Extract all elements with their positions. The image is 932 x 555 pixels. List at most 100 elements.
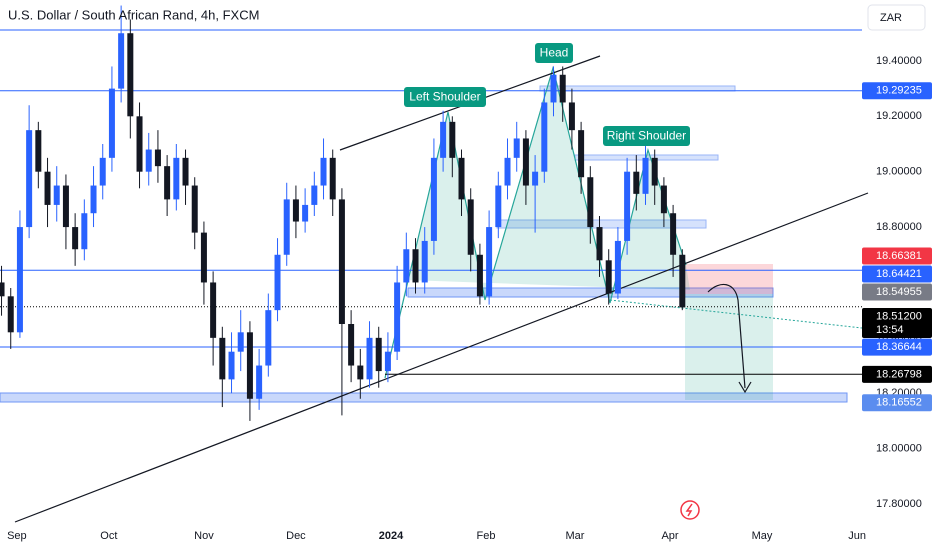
candle-body [329,157,336,200]
candle-body [375,337,382,372]
zone [0,392,848,403]
x-tick-label: Mar [565,530,584,542]
price-tag [862,283,932,301]
candle-body [237,332,244,352]
x-tick-label: Jun [848,530,866,542]
label-box [603,126,690,146]
y-tick-label: 19.40000 [876,55,922,67]
currency: ZAR [880,12,902,24]
candle-body [210,282,217,338]
annotation: Head [540,46,569,60]
candle-body [486,227,493,297]
candle-body [596,227,603,261]
price-tags: 19.29235 18.66381 18.64421 18.54955 18.51200… [862,82,932,412]
candle-body [81,213,88,250]
candle-body [173,157,180,200]
candle-body [338,199,345,324]
candle-body [72,227,79,250]
y-tick-label: 19.20000 [876,110,922,122]
annotations: Left Shoulder Head Right Shoulder [404,43,752,394]
candle-body [550,74,557,103]
candle-body [522,138,529,186]
y-tick-label: 19.00000 [876,166,922,178]
candle-body [274,254,281,311]
price-tag-label: 18.26798 [876,368,922,380]
candle-body [578,130,585,178]
price-tag [862,338,932,356]
projection-arrow [707,283,746,389]
price-tag-label: 18.64421 [876,268,922,280]
candle-body [108,88,115,158]
y-tick-label: 18.00000 [876,443,922,455]
candle-body [624,171,631,241]
candle-body [651,157,658,186]
countdown: 13:54 [876,324,904,336]
x-tick-label: Dec [286,530,306,542]
candle-body [394,282,401,352]
candle-body [348,324,355,366]
x-tick-label: Apr [661,530,678,542]
label-box [535,43,573,63]
logo [680,500,700,520]
candle-body [256,365,263,399]
candle-body [200,232,207,283]
candle-body [532,171,539,186]
candle-body [99,157,106,186]
candle-body [495,185,502,228]
price-tag-label: 18.54955 [876,286,922,298]
candle-body [449,121,456,158]
candle-body [90,185,97,214]
candle-body [145,149,152,172]
candle-body [660,185,667,214]
candle-body [302,204,309,222]
price-tag [862,82,932,100]
candle-body [504,157,511,186]
price-tag-label: 18.36644 [876,341,922,353]
annotation: Left Shoulder [409,90,480,104]
pattern-line [384,65,687,379]
zone [407,287,774,298]
price-tag-label: 19.29235 [876,85,922,97]
candle-body [118,33,125,89]
currency-box[interactable] [867,4,926,31]
x-tick-label: Nov [194,530,214,542]
candle-body [476,254,483,297]
candle-body [605,260,612,294]
price-tag-label: 18.66381 [876,250,922,262]
candle-body [7,296,14,333]
candle-body [357,365,364,380]
candle-body [670,213,677,255]
candle-body [679,254,686,308]
candle-body [35,130,42,172]
candle-body [412,249,419,283]
candle-body [587,177,594,228]
candle-body [559,74,566,103]
candle-body [127,33,134,117]
candle-body [467,199,474,255]
y-tick-label: 18.80000 [876,221,922,233]
pattern-fill [385,68,690,378]
x-tick-label: 2024 [379,530,404,542]
price-tag [862,307,932,338]
candle-body [642,157,649,194]
x-tick-label: May [752,530,773,542]
x-tick-label: Oct [100,530,117,542]
candle-body [0,282,5,297]
candle-body [154,149,161,167]
candle-body [366,337,373,380]
candle-body [513,138,520,158]
candle-body [136,116,143,172]
chart-title: U.S. Dollar / South African Rand, 4h, FX… [8,7,259,22]
candle-body [182,157,189,186]
candle-body [384,351,391,372]
candle-body [403,249,410,283]
price-tag-label: 18.51200 [876,310,922,322]
candle-body [421,240,428,283]
candle-body [265,310,272,366]
candle-body [44,171,51,205]
x-tick-label: Sep [7,530,27,542]
candle-body [292,199,299,222]
candle-body [16,227,23,333]
price-tag-label: 18.16552 [876,397,922,409]
